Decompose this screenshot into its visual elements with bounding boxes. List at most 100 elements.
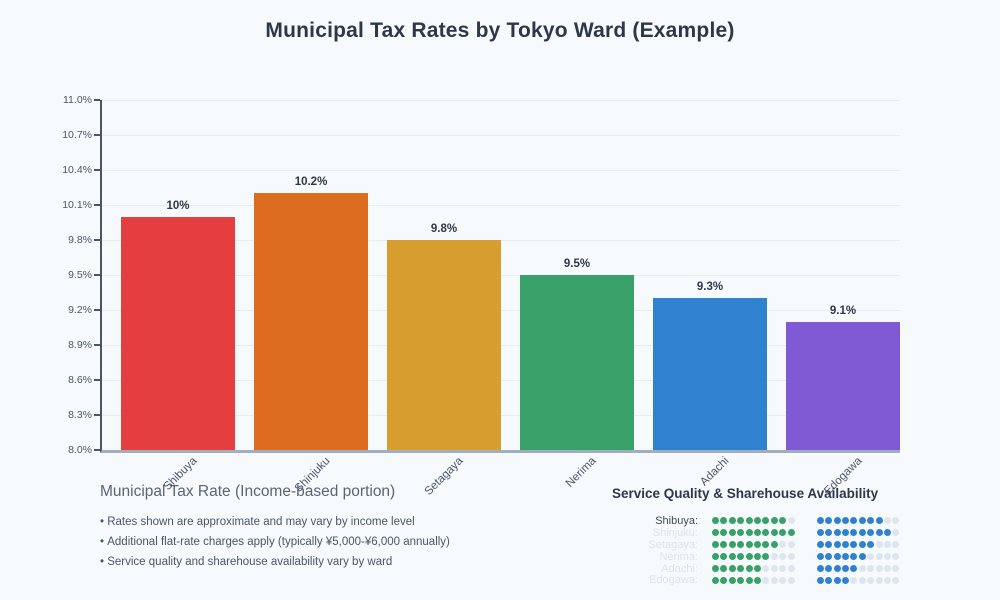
blue-dot-icon — [850, 565, 858, 572]
empty-dot-icon — [875, 553, 883, 561]
empty-dot-icon — [892, 576, 900, 584]
plot-area: 10% 10.2% 9.8% 9.5% 9.3% 9.1% — [100, 100, 900, 453]
y-tick-mark — [94, 99, 100, 101]
green-dot-icon — [712, 553, 719, 561]
sharehouse-availability-dots — [816, 529, 901, 537]
blue-dot-icon — [858, 529, 866, 537]
blue-dot-icon — [833, 553, 841, 561]
bar-nerima — [520, 275, 634, 450]
y-tick-mark — [94, 169, 100, 171]
green-dot-icon — [745, 576, 753, 584]
empty-dot-icon — [892, 565, 900, 572]
green-dot-icon — [753, 553, 761, 561]
y-tick-mark — [94, 414, 100, 416]
blue-dot-icon — [825, 517, 833, 525]
empty-dot-icon — [858, 576, 866, 584]
blue-dot-icon — [884, 529, 892, 537]
empty-dot-icon — [779, 541, 787, 549]
empty-dot-icon — [867, 553, 875, 561]
y-tick-mark — [94, 274, 100, 276]
empty-dot-icon — [892, 541, 900, 549]
gridline — [102, 275, 900, 276]
service-quality-dots — [712, 565, 796, 572]
empty-dot-icon — [770, 565, 778, 572]
empty-dot-icon — [787, 517, 795, 525]
notes-heading: Municipal Tax Rate (Income-based portion… — [100, 483, 396, 500]
blue-dot-icon — [867, 517, 875, 525]
green-dot-icon — [745, 565, 753, 572]
green-dot-icon — [745, 517, 753, 525]
green-dot-icon — [728, 576, 736, 584]
green-dot-icon — [712, 576, 719, 584]
blue-dot-icon — [842, 529, 850, 537]
green-dot-icon — [753, 565, 761, 572]
bar-adachi — [653, 298, 767, 450]
gridline — [102, 415, 900, 416]
sharehouse-availability-dots — [816, 517, 901, 525]
bar-value-label: 9.8% — [430, 223, 458, 235]
blue-dot-icon — [833, 529, 841, 537]
empty-dot-icon — [779, 565, 787, 572]
green-dot-icon — [745, 553, 753, 561]
empty-dot-icon — [762, 576, 770, 584]
gridline — [102, 170, 900, 171]
blue-dot-icon — [816, 541, 824, 549]
y-tick-label: 10.1% — [62, 199, 92, 211]
green-dot-icon — [728, 565, 736, 572]
blue-dot-icon — [850, 517, 858, 525]
empty-dot-icon — [770, 576, 778, 584]
green-dot-icon — [728, 529, 736, 537]
bar-setagaya — [387, 240, 501, 450]
blue-dot-icon — [833, 565, 841, 572]
blue-dot-icon — [842, 553, 850, 561]
green-dot-icon — [787, 529, 795, 537]
quality-row: Shinjuku: — [588, 527, 901, 539]
empty-dot-icon — [892, 553, 900, 561]
gridline — [102, 135, 900, 136]
blue-dot-icon — [842, 517, 850, 525]
gridline — [102, 240, 900, 241]
blue-dot-icon — [858, 553, 866, 561]
green-dot-icon — [770, 529, 778, 537]
empty-dot-icon — [867, 576, 875, 584]
blue-dot-icon — [875, 517, 883, 525]
green-dot-icon — [720, 576, 728, 584]
service-quality-dots — [712, 517, 796, 525]
quality-row-label: Shibuya: — [655, 514, 698, 527]
y-tick-mark — [94, 239, 100, 241]
blue-dot-icon — [842, 541, 850, 549]
green-dot-icon — [728, 553, 736, 561]
empty-dot-icon — [787, 541, 795, 549]
empty-dot-icon — [875, 541, 883, 549]
gridline — [102, 310, 900, 311]
green-dot-icon — [753, 541, 761, 549]
blue-dot-icon — [833, 576, 841, 584]
empty-dot-icon — [867, 565, 875, 572]
y-tick-mark — [94, 449, 100, 451]
green-dot-icon — [762, 541, 770, 549]
empty-dot-icon — [858, 565, 866, 572]
y-tick-label: 10.7% — [62, 129, 92, 141]
green-dot-icon — [728, 517, 736, 525]
empty-dot-icon — [787, 553, 795, 561]
empty-dot-icon — [875, 565, 883, 572]
green-dot-icon — [720, 517, 728, 525]
bar-value-label: 9.1% — [829, 304, 857, 317]
blue-dot-icon — [825, 529, 833, 537]
y-tick-label: 8.9% — [68, 339, 92, 351]
empty-dot-icon — [892, 529, 900, 537]
y-tick-label: 9.2% — [68, 304, 92, 316]
green-dot-icon — [737, 576, 745, 584]
empty-dot-icon — [850, 576, 858, 584]
green-dot-icon — [770, 541, 778, 549]
blue-dot-icon — [858, 541, 866, 549]
blue-dot-icon — [842, 565, 850, 572]
green-dot-icon — [728, 541, 736, 549]
chart-title: Municipal Tax Rates by Tokyo Ward (Examp… — [265, 19, 735, 42]
sharehouse-availability-dots — [816, 541, 901, 549]
empty-dot-icon — [875, 576, 883, 584]
green-dot-icon — [720, 541, 728, 549]
blue-dot-icon — [825, 565, 833, 572]
y-tick-label: 11.0% — [63, 94, 92, 106]
